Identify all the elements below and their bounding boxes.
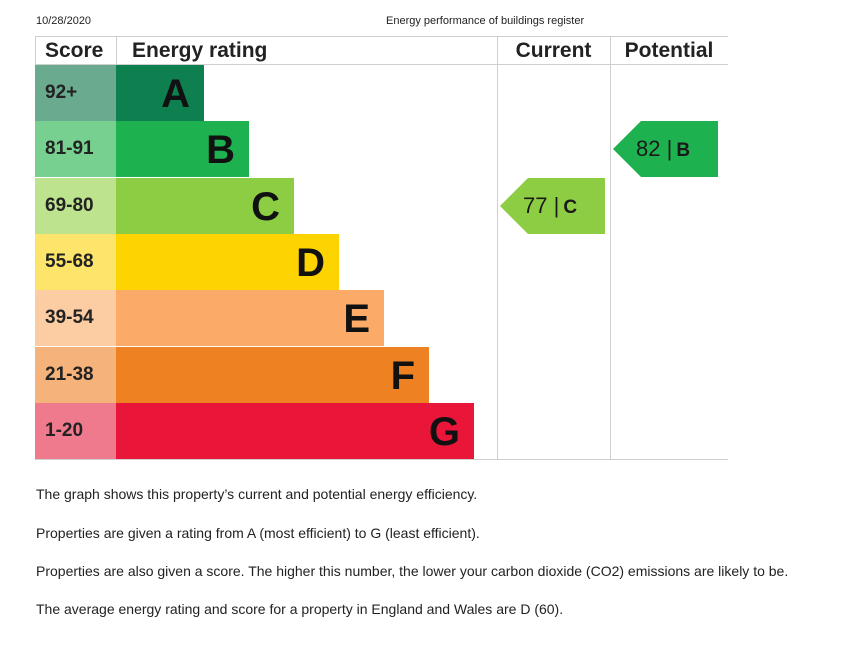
band-score-cell: 39-54 [35, 290, 116, 347]
potential-letter: B [676, 140, 691, 162]
band-score-cell: 1-20 [35, 402, 116, 459]
band-letter: C [251, 184, 280, 229]
grid-score-divider [116, 36, 117, 65]
print-date: 10/28/2020 [36, 15, 92, 27]
potential-score: 82 | [636, 136, 673, 162]
band-row-a: 92+ A [35, 65, 497, 121]
band-score-cell: 55-68 [35, 233, 116, 290]
band-letter: D [296, 240, 325, 285]
grid-bottom-line [35, 459, 728, 460]
current-score: 77 | [523, 192, 560, 218]
band-bar-e: E [116, 290, 384, 347]
band-row-c: 69-80 C [35, 177, 497, 234]
band-score-label: 1-20 [45, 419, 84, 441]
band-row-d: 55-68 D [35, 233, 497, 290]
grid-current-divider [497, 36, 498, 460]
rating-column-header: Energy rating [132, 39, 268, 62]
note-graph: The graph shows this property’s current … [36, 486, 478, 502]
score-column-header: Score [45, 39, 104, 62]
grid-top-line [35, 36, 728, 37]
current-column-header: Current [515, 39, 592, 62]
band-score-label: 92+ [45, 82, 78, 103]
band-letter: E [343, 297, 370, 342]
document-title: Energy performance of buildings register [386, 15, 585, 27]
band-score-label: 69-80 [45, 194, 94, 216]
current-rating-text: 77 | C [523, 178, 577, 236]
current-letter: C [563, 196, 578, 218]
band-bar-a: A [116, 65, 204, 121]
band-score-cell: 92+ [35, 65, 116, 121]
band-score-label: 55-68 [45, 250, 94, 272]
band-bar-g: G [116, 402, 474, 459]
grid-left-line [35, 36, 36, 65]
band-score-cell: 21-38 [35, 346, 116, 403]
potential-rating-text: 82 | B [636, 121, 690, 179]
energy-rating-graph: Score Energy rating Current Potential 92… [35, 36, 728, 460]
band-row-b: 81-91 B [35, 121, 497, 178]
band-bar-c: C [116, 177, 294, 234]
band-bar-b: B [116, 121, 249, 178]
band-row-g: 1-20 G [35, 402, 497, 459]
band-bar-f: F [116, 346, 429, 403]
current-arrow-shape [500, 177, 605, 234]
band-row-f: 21-38 F [35, 346, 497, 403]
grid-potential-divider [610, 36, 611, 460]
band-bar-d: D [116, 233, 339, 290]
potential-arrow-shape [613, 121, 718, 178]
band-score-label: 81-91 [45, 138, 94, 160]
band-letter: B [206, 128, 235, 173]
potential-column-header: Potential [624, 39, 714, 62]
note-rating-scale: Properties are given a rating from A (mo… [36, 525, 480, 541]
band-letter: F [390, 353, 415, 398]
band-letter: A [161, 72, 190, 116]
band-score-label: 39-54 [45, 307, 94, 329]
band-score-label: 21-38 [45, 363, 94, 385]
note-average: The average energy rating and score for … [36, 601, 564, 617]
band-row-e: 39-54 E [35, 290, 497, 347]
band-letter: G [428, 409, 460, 454]
note-score: Properties are also given a score. The h… [36, 563, 789, 579]
grid-header-line [35, 64, 728, 65]
band-score-cell: 69-80 [35, 177, 116, 234]
band-score-cell: 81-91 [35, 121, 116, 178]
